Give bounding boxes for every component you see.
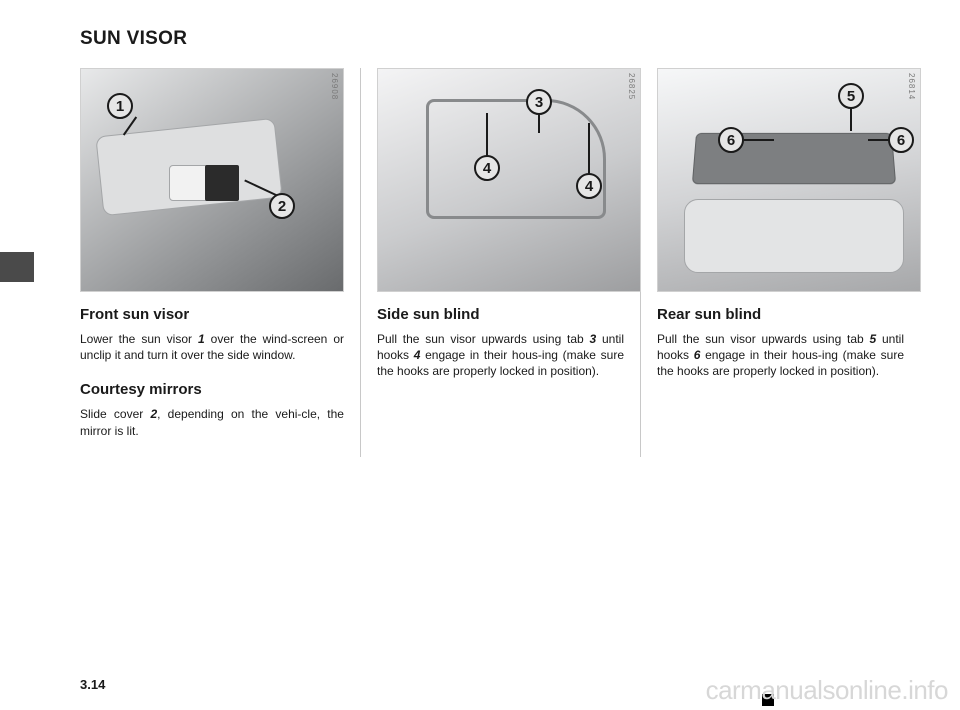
paragraph: Slide cover 2, depending on the vehi-cle…	[80, 406, 344, 438]
callout-2: 2	[269, 193, 295, 219]
window-shape	[426, 99, 606, 219]
ref-num: 1	[198, 332, 205, 346]
seat-shape	[684, 199, 904, 273]
heading-side-blind: Side sun blind	[377, 306, 624, 323]
heading-front-visor: Front sun visor	[80, 306, 344, 323]
callout-4b: 4	[576, 173, 602, 199]
page-title: SUN VISOR	[80, 28, 920, 50]
callout-6a: 6	[718, 127, 744, 153]
leader-line	[588, 123, 590, 177]
text: Lower the sun visor	[80, 332, 198, 346]
callout-1: 1	[107, 93, 133, 119]
mirror-cover-shape	[205, 165, 239, 201]
photo-front-visor: 26908 1 2	[80, 68, 344, 292]
text: Pull the sun visor upwards using tab	[377, 332, 590, 346]
image-number: 26908	[330, 73, 339, 100]
image-number: 26825	[627, 73, 636, 100]
heading-rear-blind: Rear sun blind	[657, 306, 904, 323]
callout-3: 3	[526, 89, 552, 115]
text: Slide cover	[80, 407, 150, 421]
column-1: 26908 1 2 Front sun visor Lower the sun …	[80, 68, 360, 457]
photo-rear-blind: 26814 5 6 6	[657, 68, 921, 292]
image-number: 26814	[907, 73, 916, 100]
paragraph: Pull the sun visor upwards using tab 5 u…	[657, 331, 904, 380]
column-2: 26825 3 4 4 Side sun blind Pull the sun …	[360, 68, 640, 457]
manual-page: SUN VISOR 26908 1 2 Front sun visor Lowe…	[0, 0, 960, 710]
column-3: 26814 5 6 6 Rear sun blind Pull the sun …	[640, 68, 920, 457]
leader-line	[486, 113, 488, 159]
paragraph: Lower the sun visor 1 over the wind-scre…	[80, 331, 344, 363]
heading-courtesy-mirrors: Courtesy mirrors	[80, 381, 344, 398]
columns: 26908 1 2 Front sun visor Lower the sun …	[80, 68, 920, 457]
photo-side-blind: 26825 3 4 4	[377, 68, 641, 292]
page-number: 3.14	[80, 677, 105, 692]
callout-5: 5	[838, 83, 864, 109]
callout-6b: 6	[888, 127, 914, 153]
text: Pull the sun visor upwards using tab	[657, 332, 870, 346]
callout-4a: 4	[474, 155, 500, 181]
leader-line	[744, 139, 774, 141]
watermark: carmanualsonline.info	[706, 675, 948, 706]
paragraph: Pull the sun visor upwards using tab 3 u…	[377, 331, 624, 380]
section-tab	[0, 252, 34, 282]
